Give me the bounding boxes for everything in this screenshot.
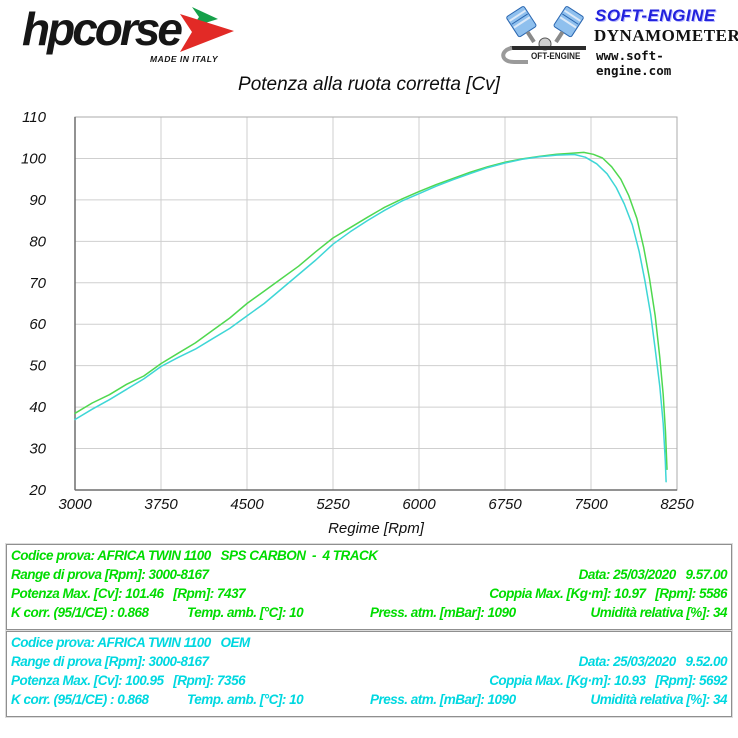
x-tick-label: 6750 (488, 496, 522, 513)
x-tick-label: 3750 (144, 496, 178, 513)
k-corr-value: K corr. (95/1/CE) : 0.868 (11, 605, 149, 620)
x-axis-title: Regime [Rpm] (328, 520, 425, 537)
power-curve-sps-carbon (74, 151, 668, 471)
chart-title: Potenza alla ruota corretta [Cv] (238, 74, 500, 95)
softengine-brand-text: SOFT-ENGINE (595, 6, 716, 25)
hpcorse-logo: hpcorse MADE IN ITALY (8, 2, 268, 68)
test-table-sps-carbon: Codice prova: AFRICA TWIN 1100 SPS CARBO… (6, 544, 732, 630)
coppia-max-value: Coppia Max. [Kg·m]: 10.93 [Rpm]: 5692 (489, 673, 727, 688)
potenza-max-value: Potenza Max. [Cv]: 101.46 [Rpm]: 7437 (11, 586, 246, 601)
softengine-logo-wordmark: OFT-ENGINE (531, 51, 581, 62)
power-curve-oem (74, 153, 667, 483)
table-row: Range di prova [Rpm]: 3000-8167 Data: 25… (7, 567, 731, 584)
x-tick-label: 5250 (316, 496, 350, 513)
table-row: Potenza Max. [Cv]: 100.95 [Rpm]: 7356 Co… (7, 673, 731, 690)
table-row: Potenza Max. [Cv]: 101.46 [Rpm]: 7437 Co… (7, 586, 731, 603)
y-tick-label: 60 (29, 316, 46, 333)
hpcorse-brand-text: hpcorse (22, 3, 183, 55)
table-row: K corr. (95/1/CE) : 0.868 Temp. amb. [°C… (7, 605, 731, 622)
umidita-value: Umidità relativa [%]: 34 (590, 692, 727, 707)
x-tick-label: 6000 (402, 496, 436, 513)
test-table-oem: Codice prova: AFRICA TWIN 1100 OEM Range… (6, 631, 732, 717)
y-tick-label: 110 (22, 109, 47, 126)
range-prova-value: Range di prova [Rpm]: 3000-8167 (11, 567, 209, 582)
softengine-logo: OFT-ENGINE SOFT-ENGINE DYNAMOMETERS www.… (498, 0, 738, 78)
x-tick-label: 3000 (58, 496, 92, 513)
y-tick-label: 30 (29, 441, 46, 458)
y-tick-label: 70 (29, 275, 46, 292)
temp-amb-value: Temp. amb. [°C]: 10 (187, 692, 304, 707)
table-row: Codice prova: AFRICA TWIN 1100 OEM (7, 635, 731, 652)
press-atm-value: Press. atm. [mBar]: 1090 (370, 605, 516, 620)
potenza-max-value: Potenza Max. [Cv]: 100.95 [Rpm]: 7356 (11, 673, 246, 688)
table-row: K corr. (95/1/CE) : 0.868 Temp. amb. [°C… (7, 692, 731, 709)
y-tick-label: 40 (29, 399, 46, 416)
y-tick-label: 50 (29, 358, 46, 375)
hpcorse-arrow-icon (180, 7, 234, 52)
x-tick-label: 4500 (230, 496, 264, 513)
data-value: Data: 25/03/2020 9.57.00 (578, 567, 728, 582)
data-value: Data: 25/03/2020 9.52.00 (578, 654, 728, 669)
coppia-max-value: Coppia Max. [Kg·m]: 10.97 [Rpm]: 5586 (489, 586, 727, 601)
umidita-value: Umidità relativa [%]: 34 (590, 605, 727, 620)
plot-border (74, 116, 678, 491)
temp-amb-value: Temp. amb. [°C]: 10 (187, 605, 304, 620)
softengine-website-text: www.soft-engine.com (596, 48, 672, 78)
y-tick-label: 90 (29, 192, 46, 209)
k-corr-value: K corr. (95/1/CE) : 0.868 (11, 692, 149, 707)
softengine-dynamometers-text: DYNAMOMETERS (594, 26, 738, 45)
y-tick-label: 20 (28, 482, 46, 499)
hpcorse-tagline: MADE IN ITALY (150, 54, 219, 64)
power-chart: 20 30 40 50 60 70 80 90 100 110 3000 3750 4500 5250 60… (21, 109, 694, 537)
codice-prova-value: Codice prova: AFRICA TWIN 1100 SPS CARBO… (11, 548, 378, 563)
x-tick-label: 7500 (574, 496, 608, 513)
x-tick-label: 8250 (660, 496, 694, 513)
codice-prova-value: Codice prova: AFRICA TWIN 1100 OEM (11, 635, 250, 650)
y-tick-label: 80 (29, 233, 46, 250)
table-row: Codice prova: AFRICA TWIN 1100 SPS CARBO… (7, 548, 731, 565)
table-row: Range di prova [Rpm]: 3000-8167 Data: 25… (7, 654, 731, 671)
press-atm-value: Press. atm. [mBar]: 1090 (370, 692, 516, 707)
range-prova-value: Range di prova [Rpm]: 3000-8167 (11, 654, 209, 669)
pistons-icon (501, 6, 586, 64)
y-tick-label: 100 (21, 150, 47, 167)
